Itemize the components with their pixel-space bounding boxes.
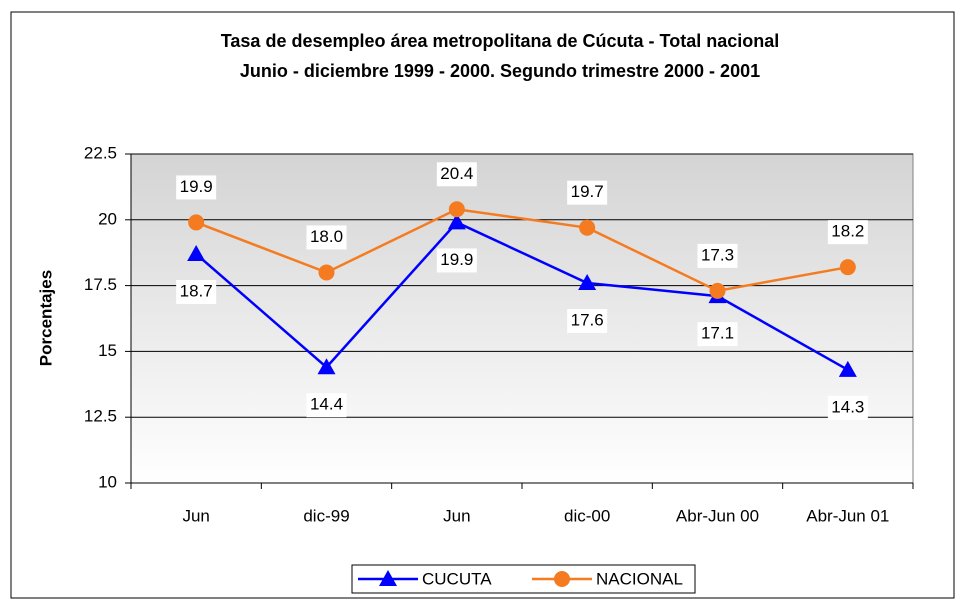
data-label: 17.6 (571, 310, 604, 329)
legend-label: CUCUTA (422, 569, 492, 588)
y-tick-label: 20 (98, 209, 117, 228)
legend-marker (379, 570, 397, 586)
y-tick-label: 15 (98, 341, 117, 360)
data-label-bg (697, 243, 738, 268)
data-label-bg (827, 395, 868, 420)
data-label: 18.2 (831, 222, 864, 241)
data-label: 18.0 (310, 227, 343, 246)
data-label-bg (827, 220, 868, 245)
x-tick-label: Jun (182, 506, 209, 525)
y-tick-label: 17.5 (84, 275, 117, 294)
data-label-bg (436, 162, 477, 187)
data-label: 14.4 (310, 395, 343, 414)
data-label-bg (436, 248, 477, 273)
data-label-bg (567, 308, 608, 333)
data-point (447, 213, 466, 230)
data-label: 19.7 (571, 182, 604, 201)
legend-label: NACIONAL (596, 569, 683, 588)
x-tick-label: Abr-Jun 00 (676, 506, 759, 525)
y-tick-label: 10 (98, 472, 117, 491)
plot-area (130, 153, 914, 484)
data-label: 19.9 (180, 177, 213, 196)
data-point (187, 245, 206, 262)
data-label-bg (306, 225, 347, 250)
data-label: 20.4 (440, 164, 473, 183)
data-label: 18.7 (180, 282, 213, 301)
data-point (838, 360, 857, 377)
data-point (188, 214, 205, 231)
data-label: 17.1 (701, 324, 734, 343)
x-tick-label: Jun (443, 506, 470, 525)
data-point (579, 219, 596, 236)
x-tick-label: dic-99 (303, 506, 349, 525)
chart-subtitle: Junio - diciembre 1999 - 2000. Segundo t… (240, 61, 760, 81)
data-label-bg (176, 280, 217, 305)
data-label-bg (176, 175, 217, 200)
legend-marker (554, 571, 570, 587)
data-point (709, 282, 726, 299)
data-label-bg (567, 180, 608, 205)
data-label-bg (306, 393, 347, 418)
series-line (195, 207, 849, 293)
data-point (448, 201, 465, 218)
chart-title: Tasa de desempleo área metropolitana de … (221, 31, 779, 51)
y-axis-label: Porcentajes (36, 270, 55, 366)
data-point (839, 259, 856, 276)
x-tick-label: Abr-Jun 01 (806, 506, 889, 525)
data-label: 14.3 (831, 397, 864, 416)
data-point (318, 264, 335, 281)
series-line (195, 220, 849, 371)
data-label: 19.9 (440, 250, 473, 269)
data-point (578, 273, 597, 290)
y-tick-label: 12.5 (84, 407, 117, 426)
y-tick-label: 22.5 (84, 143, 117, 162)
data-label: 17.3 (701, 245, 734, 264)
data-label-bg (697, 322, 738, 347)
x-tick-label: dic-00 (564, 506, 610, 525)
data-point (317, 358, 336, 375)
